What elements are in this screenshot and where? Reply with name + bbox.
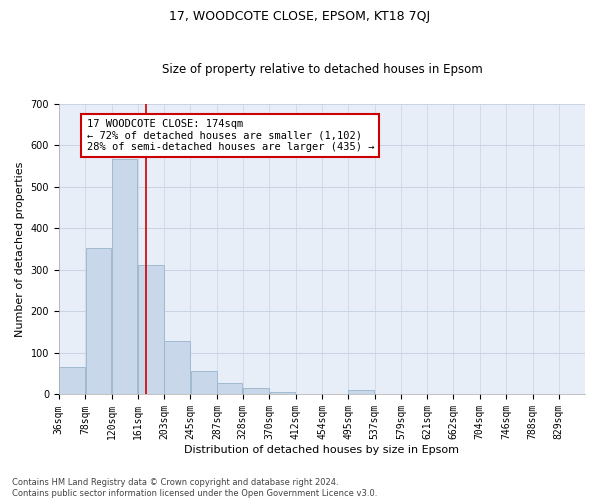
Bar [164,342,190,394]
Bar [59,366,85,394]
Text: 17 WOODCOTE CLOSE: 174sqm
← 72% of detached houses are smaller (1,102)
28% of se: 17 WOODCOTE CLOSE: 174sqm ← 72% of detac… [86,119,374,152]
Bar [243,388,269,394]
Y-axis label: Number of detached properties: Number of detached properties [15,162,25,336]
Bar [112,159,137,394]
Title: Size of property relative to detached houses in Epsom: Size of property relative to detached ho… [161,63,482,76]
Text: Contains HM Land Registry data © Crown copyright and database right 2024.
Contai: Contains HM Land Registry data © Crown c… [12,478,377,498]
Bar [138,265,164,394]
Text: 17, WOODCOTE CLOSE, EPSOM, KT18 7QJ: 17, WOODCOTE CLOSE, EPSOM, KT18 7QJ [169,10,431,23]
Bar [191,371,217,394]
X-axis label: Distribution of detached houses by size in Epsom: Distribution of detached houses by size … [184,445,460,455]
Bar [269,392,295,394]
Bar [86,248,112,394]
Bar [349,390,374,394]
Bar [217,384,242,394]
